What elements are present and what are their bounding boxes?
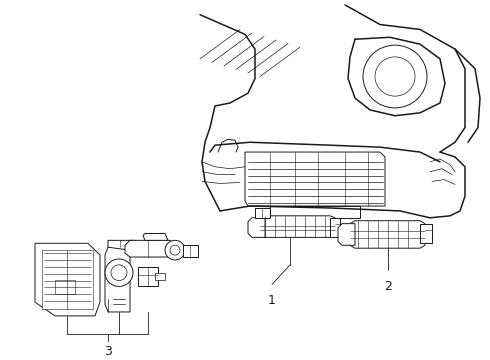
Circle shape [165, 240, 185, 260]
Polygon shape [42, 250, 93, 309]
Text: 3: 3 [104, 345, 112, 358]
Circle shape [170, 245, 180, 255]
Polygon shape [420, 224, 432, 243]
Polygon shape [338, 224, 355, 245]
Polygon shape [155, 273, 165, 280]
Polygon shape [138, 267, 158, 287]
Polygon shape [143, 234, 168, 240]
Polygon shape [255, 208, 270, 218]
Polygon shape [55, 280, 75, 294]
Circle shape [363, 45, 427, 108]
Circle shape [375, 57, 415, 96]
Text: 2: 2 [384, 280, 392, 293]
Polygon shape [330, 218, 340, 237]
Polygon shape [245, 152, 385, 206]
Polygon shape [183, 245, 198, 257]
Polygon shape [125, 240, 175, 257]
Polygon shape [350, 221, 425, 248]
Text: 1: 1 [268, 294, 276, 307]
Polygon shape [35, 243, 100, 316]
Polygon shape [248, 218, 265, 237]
Circle shape [105, 259, 133, 287]
Polygon shape [108, 240, 138, 250]
Circle shape [111, 265, 127, 280]
Polygon shape [260, 216, 335, 237]
Polygon shape [270, 206, 360, 218]
Polygon shape [105, 247, 130, 312]
